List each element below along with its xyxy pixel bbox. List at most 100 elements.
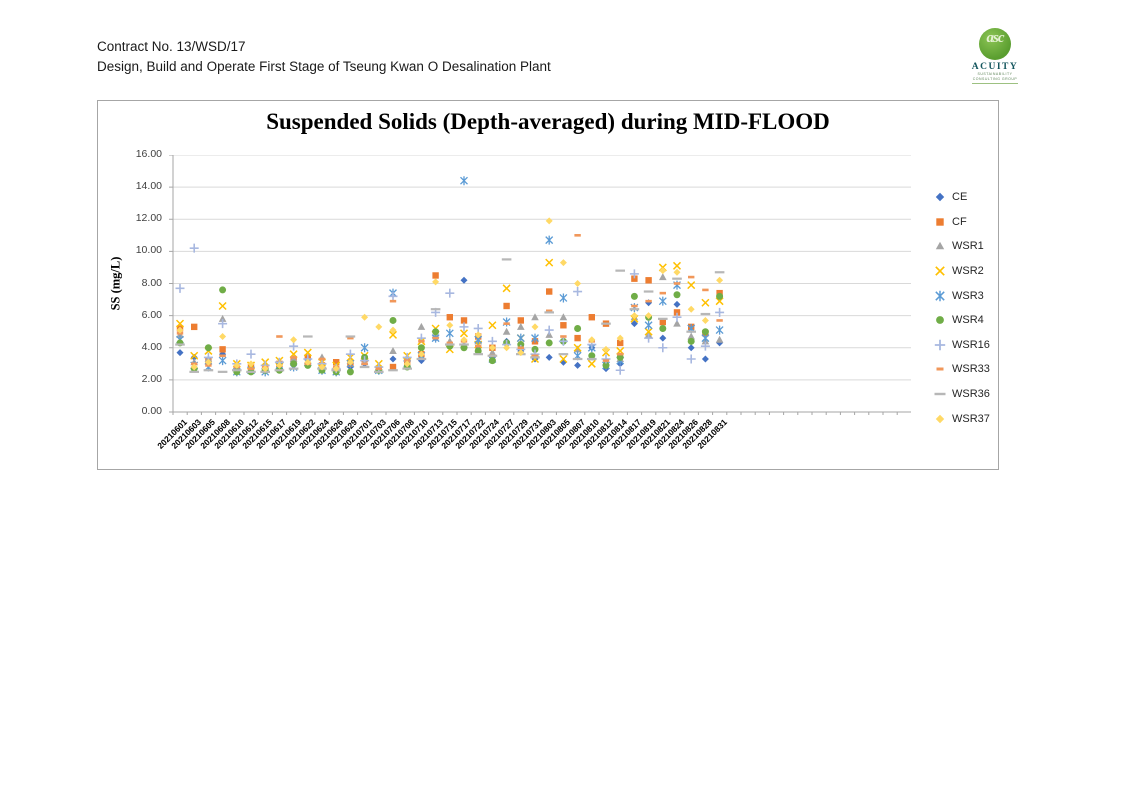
data-point-marker (687, 344, 695, 352)
data-point-marker (389, 316, 397, 324)
data-point-marker (588, 336, 596, 344)
data-point-marker (531, 345, 539, 353)
data-point-marker (416, 357, 427, 361)
data-point-marker (715, 307, 725, 317)
legend-item-wsr4: WSR4 (933, 308, 990, 333)
data-point-marker (686, 330, 696, 333)
data-point-marker (189, 243, 199, 253)
data-point-marker (374, 370, 384, 373)
data-point-marker (672, 277, 682, 280)
data-point-marker (445, 288, 455, 298)
legend-item-cf: CF (933, 210, 990, 235)
data-point-marker (345, 335, 356, 338)
data-point-marker (573, 343, 582, 352)
legend-marker-dash-icon (934, 392, 946, 396)
legend-marker-asterisk-icon (935, 290, 945, 301)
y-tick-label: 0.00 (141, 405, 162, 417)
data-point-marker (629, 269, 639, 279)
data-point-marker (673, 282, 681, 285)
project-title: Design, Build and Operate First Stage of… (97, 59, 551, 74)
data-point-marker (644, 333, 654, 343)
data-point-marker (218, 314, 227, 322)
legend-marker-plus-icon (934, 339, 946, 351)
data-point-marker (445, 328, 454, 338)
data-point-marker (701, 355, 709, 363)
data-point-marker (189, 370, 199, 373)
data-point-marker (290, 356, 297, 359)
chart-shape (934, 339, 946, 351)
data-point-marker (389, 363, 397, 371)
data-point-marker (617, 352, 624, 356)
data-point-marker (716, 292, 724, 300)
logo-circle-icon: asc (979, 28, 1011, 60)
data-point-marker (643, 290, 654, 293)
legend-label: WSR2 (952, 265, 984, 278)
data-point-marker (645, 299, 652, 303)
legend-label: WSR16 (952, 338, 990, 351)
data-point-marker (559, 293, 568, 303)
data-point-marker (602, 345, 610, 353)
data-point-marker (460, 336, 468, 344)
y-tick-label: 4.00 (141, 340, 162, 353)
data-point-marker (700, 341, 710, 351)
data-point-marker (403, 360, 411, 368)
data-point-marker (517, 317, 524, 324)
data-point-marker (659, 334, 667, 342)
logo-rule (972, 83, 1018, 84)
data-point-marker (688, 275, 695, 279)
legend-marker-diamond-icon (935, 414, 945, 423)
data-point-marker (560, 335, 567, 338)
y-tick-label: 8.00 (141, 276, 162, 289)
chart-shape (935, 290, 945, 301)
data-point-marker (475, 344, 482, 348)
data-point-marker (346, 358, 354, 366)
data-point-marker (432, 336, 439, 340)
data-point-marker (217, 370, 228, 373)
data-point-marker (630, 303, 639, 313)
data-point-marker (588, 314, 595, 321)
legend-marker-dash-short-icon (936, 367, 944, 371)
data-point-marker (658, 317, 668, 320)
data-point-marker (574, 324, 582, 332)
data-point-marker (190, 363, 198, 371)
data-point-marker (631, 304, 638, 308)
company-logo: asc ACUITY SUSTAINABILITY CONSULTING GRO… (969, 28, 1021, 84)
legend-label: WSR37 (952, 412, 990, 425)
data-point-marker (617, 339, 624, 347)
data-point-marker (503, 302, 510, 310)
data-point-marker (659, 324, 667, 332)
legend-marker-square-icon (936, 218, 944, 226)
legend-marker-diamond-icon (935, 193, 945, 202)
data-point-marker (588, 352, 596, 360)
chart-shape (936, 367, 944, 371)
data-point-marker (503, 344, 511, 352)
data-point-marker (701, 298, 710, 307)
data-point-marker (645, 312, 653, 320)
chart-shape (935, 414, 945, 423)
data-point-marker (388, 330, 398, 339)
data-point-marker (459, 329, 469, 338)
data-point-marker (276, 335, 283, 338)
data-point-marker (701, 328, 709, 336)
data-point-marker (602, 359, 610, 362)
data-point-marker (658, 343, 668, 353)
data-point-marker (203, 369, 214, 372)
chart-shape (935, 242, 945, 250)
legend-item-wsr37: WSR37 (933, 406, 990, 431)
data-point-marker (359, 365, 370, 369)
chart-shape (934, 392, 946, 396)
document-header: Contract No. 13/WSD/17 Design, Build and… (97, 37, 551, 77)
data-point-marker (347, 336, 354, 340)
data-point-marker (246, 370, 256, 373)
data-point-marker (488, 357, 496, 365)
legend-item-wsr16: WSR16 (933, 333, 990, 358)
data-point-marker (219, 346, 226, 353)
data-point-marker (574, 234, 581, 237)
data-point-marker (544, 325, 554, 335)
y-tick-label: 16.00 (135, 148, 162, 160)
data-point-marker (686, 354, 696, 364)
y-tick-label: 2.00 (141, 372, 162, 385)
data-point-marker (531, 323, 539, 331)
data-point-marker (432, 328, 440, 336)
data-point-marker (418, 340, 425, 343)
